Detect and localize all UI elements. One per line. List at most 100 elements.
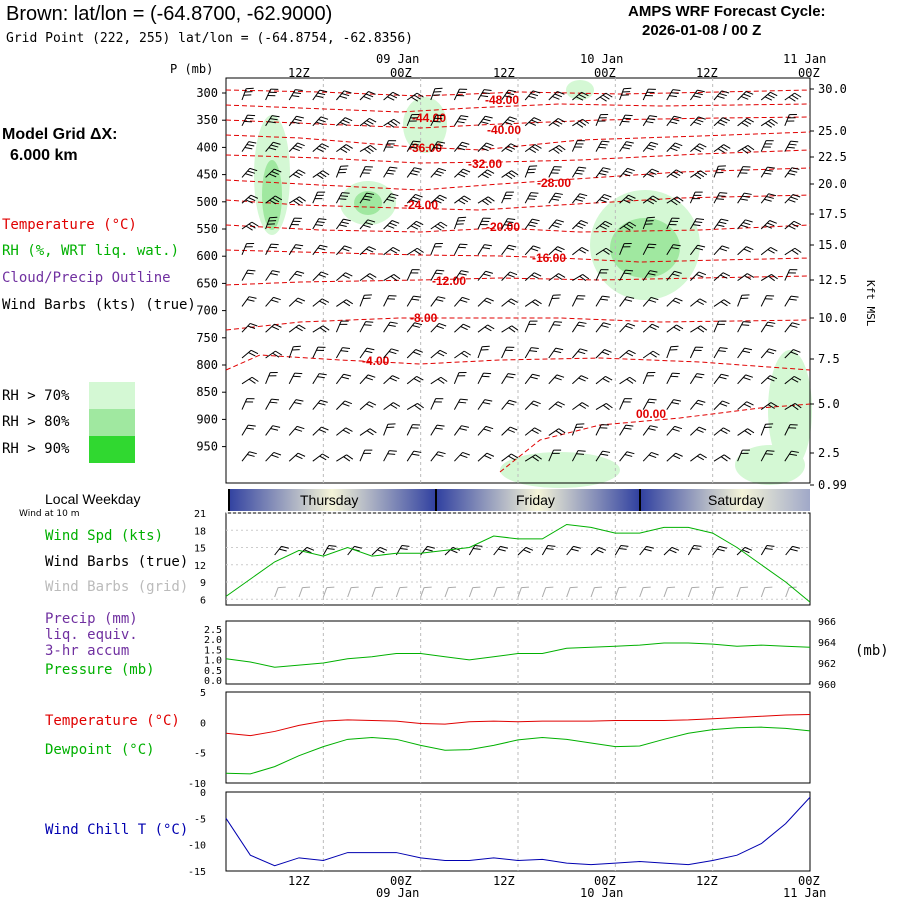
wind-barb: [501, 325, 519, 333]
wind-barb: [524, 90, 541, 101]
wind-barb: [477, 324, 495, 333]
wind-barb: [548, 117, 566, 127]
grid-wind-barb: [298, 586, 311, 598]
wind-barb: [288, 115, 304, 127]
grid-wind-barb: [687, 586, 700, 598]
wind-barb: [548, 321, 563, 333]
wind-barb: [454, 323, 471, 333]
temperature-contour: [225, 149, 811, 164]
wind-barb: [760, 118, 778, 128]
wind-barb: [737, 192, 752, 204]
wind-barb: [288, 270, 305, 281]
wind-barb: [619, 243, 632, 255]
top-date-11jan: 11 Jan: [783, 52, 827, 66]
wind-barb: [690, 399, 706, 410]
height-tick-label: 22.5: [818, 150, 847, 164]
wind-barb: [288, 169, 306, 179]
wind-barb: [501, 116, 518, 127]
top-tick-12z-2: 12Z: [493, 66, 515, 80]
model-grid-value: 6.000 km: [10, 147, 78, 164]
wind-barb: [335, 347, 351, 359]
rh80-swatch: [89, 409, 135, 436]
wind-barb: [737, 219, 753, 230]
pressure-tick-label: 964: [818, 638, 836, 649]
wind-barb: [619, 141, 634, 152]
temperature-tick-label: 0: [200, 718, 206, 729]
wind-barb: [406, 450, 422, 462]
grid-wind-barb: [420, 586, 432, 598]
wind-barb: [642, 216, 655, 230]
wind-barb: [501, 346, 515, 359]
wind-barb: [453, 425, 469, 436]
wind-barb: [524, 272, 542, 281]
surface-wind-barb: [590, 546, 607, 556]
wind-barb: [595, 193, 612, 204]
grid-wind-barb: [590, 586, 603, 598]
wind-barb: [430, 322, 447, 333]
wind-barb: [288, 425, 305, 436]
wind-barb: [642, 451, 659, 462]
wind-barb: [713, 192, 728, 204]
pressure-tick-label: 962: [818, 659, 836, 670]
wind-spd-label: Wind Spd (kts): [45, 528, 164, 544]
wind-barb: [359, 192, 375, 204]
wind-barb: [383, 273, 401, 282]
surface-wind-barb: [760, 544, 775, 556]
wind-barb: [524, 218, 540, 230]
wind-barb: [572, 220, 589, 230]
wind-barb: [760, 273, 778, 282]
wind-barb: [430, 424, 445, 436]
precip-tick-label: 2.0: [204, 635, 222, 646]
wind-barb: [760, 375, 778, 385]
wind-barb: [336, 245, 352, 256]
wind-barb: [241, 376, 259, 385]
wind-barb: [737, 347, 753, 359]
wind-barb: [666, 399, 682, 410]
top-date-09jan: 09 Jan: [376, 52, 420, 66]
wind-barb: [501, 143, 518, 153]
wind-barb: [595, 424, 609, 436]
wind-barb: [477, 270, 494, 281]
pressure-tick-label: 550: [196, 222, 218, 236]
wind-barb: [737, 91, 754, 101]
wind-barb: [595, 167, 611, 178]
precip-label-3: 3-hr accum: [45, 643, 130, 659]
wind-barb: [501, 218, 516, 230]
temperature-line: [225, 713, 811, 737]
wind-barb: [501, 298, 518, 307]
pressure-tick-label: 700: [196, 304, 218, 318]
wind-barb: [642, 195, 660, 205]
wind-barb: [406, 220, 424, 230]
wind-barb: [241, 114, 256, 127]
wind-barb: [524, 192, 539, 204]
wind-barb: [595, 269, 609, 281]
wind-barb: [760, 91, 778, 101]
wind-barb: [477, 244, 492, 256]
wind-barb: [453, 243, 468, 256]
pressure-tick-label: 600: [196, 249, 218, 263]
wind-barb: [359, 294, 372, 307]
temperature-contour: [225, 317, 811, 331]
wind-barb: [642, 372, 656, 384]
wind-barb: [784, 269, 798, 281]
rh70-swatch: [89, 382, 135, 409]
weekday-divider-2: [435, 489, 437, 511]
surface-wind-barb: [736, 546, 753, 556]
temperature-label: Temperature (°C): [45, 713, 180, 729]
wind-barb: [265, 372, 278, 384]
wind-tick-label: 6: [200, 595, 206, 606]
wind-barb: [430, 243, 443, 255]
pressure-tick-label: 960: [818, 680, 836, 691]
wind-barb: [713, 347, 728, 359]
wind-barb: [737, 449, 750, 462]
height-tick-label: 30.0: [818, 82, 847, 96]
wind-barb: [312, 373, 327, 385]
wind-barb: [595, 92, 613, 102]
wind-barb: [619, 221, 637, 231]
wind-barb: [454, 141, 470, 152]
wind-barb: [619, 87, 632, 101]
wind-barb: [760, 423, 774, 436]
wind-barb: [430, 451, 446, 462]
wind-barb: [595, 450, 611, 462]
rh90-label: RH > 90%: [2, 441, 70, 457]
